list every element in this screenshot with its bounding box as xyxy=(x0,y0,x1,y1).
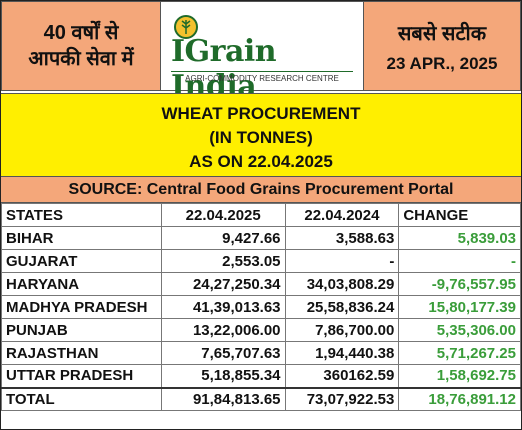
change-cell: 1,58,692.75 xyxy=(398,364,521,388)
state-cell: PUNJAB xyxy=(1,318,162,342)
value-2025-cell: 41,39,013.63 xyxy=(160,295,286,319)
change-cell: - xyxy=(398,249,521,273)
total-change: 18,76,891.12 xyxy=(398,386,521,411)
title-line-3: AS ON 22.04.2025 xyxy=(189,152,333,171)
table-row: RAJASTHAN 7,65,707.63 1,94,440.38 5,71,2… xyxy=(1,341,521,365)
state-cell: BIHAR xyxy=(1,226,162,250)
title-line-2: (IN TONNES) xyxy=(209,128,313,147)
total-row: TOTAL 91,84,813.65 73,07,922.53 18,76,89… xyxy=(1,386,521,411)
table-header-row: STATES 22.04.2025 22.04.2024 CHANGE xyxy=(1,203,521,227)
value-2024-cell: 25,58,836.24 xyxy=(284,295,400,319)
value-2025-cell: 5,18,855.34 xyxy=(160,364,286,388)
state-cell: UTTAR PRADESH xyxy=(1,364,162,388)
title-band: WHEAT PROCUREMENT (IN TONNES) AS ON 22.0… xyxy=(1,93,521,177)
value-2024-cell: 34,03,808.29 xyxy=(284,272,400,296)
experience-line-2: आपकी सेवा में xyxy=(28,48,134,70)
state-cell: HARYANA xyxy=(1,272,162,296)
header: 40 वर्षों से आपकी सेवा में IGrain India … xyxy=(1,1,521,104)
table-row: MADHYA PRADESH 41,39,013.63 25,58,836.24… xyxy=(1,295,521,319)
date-badge: सबसे सटीक 23 APR., 2025 xyxy=(363,1,521,91)
change-cell: 5,71,267.25 xyxy=(398,341,521,365)
logo: IGrain India AGRI-COMMODITY RESEARCH CEN… xyxy=(161,1,363,104)
change-cell: 5,839.03 xyxy=(398,226,521,250)
col-header-2025: 22.04.2025 xyxy=(160,203,286,227)
state-cell: GUJARAT xyxy=(1,249,162,273)
value-2025-cell: 24,27,250.34 xyxy=(160,272,286,296)
value-2025-cell: 2,553.05 xyxy=(160,249,286,273)
total-2025: 91,84,813.65 xyxy=(160,386,286,411)
col-header-states: STATES xyxy=(1,203,162,227)
state-cell: RAJASTHAN xyxy=(1,341,162,365)
value-2025-cell: 9,427.66 xyxy=(160,226,286,250)
table-row: GUJARAT 2,553.05 - - xyxy=(1,249,521,273)
value-2025-cell: 7,65,707.63 xyxy=(160,341,286,365)
total-label: TOTAL xyxy=(1,386,162,411)
title-line-1: WHEAT PROCUREMENT xyxy=(161,104,361,123)
change-cell: 5,35,306.00 xyxy=(398,318,521,342)
slogan: सबसे सटीक xyxy=(397,22,487,45)
experience-line-1: 40 वर्षों से xyxy=(43,22,119,44)
col-header-2024: 22.04.2024 xyxy=(284,203,400,227)
table-row: HARYANA 24,27,250.34 34,03,808.29 -9,76,… xyxy=(1,272,521,296)
table-row: BIHAR 9,427.66 3,588.63 5,839.03 xyxy=(1,226,521,250)
value-2024-cell: 1,94,440.38 xyxy=(284,341,400,365)
value-2024-cell: 7,86,700.00 xyxy=(284,318,400,342)
state-cell: MADHYA PRADESH xyxy=(1,295,162,319)
value-2025-cell: 13,22,006.00 xyxy=(160,318,286,342)
procurement-table: STATES 22.04.2025 22.04.2024 CHANGE BIHA… xyxy=(1,203,521,411)
experience-badge: 40 वर्षों से आपकी सेवा में xyxy=(1,1,161,91)
value-2024-cell: 360162.59 xyxy=(284,364,400,388)
grain-icon xyxy=(174,15,198,39)
total-2024: 73,07,922.53 xyxy=(284,386,400,411)
table-row: UTTAR PRADESH 5,18,855.34 360162.59 1,58… xyxy=(1,364,521,388)
change-cell: 15,80,177.39 xyxy=(398,295,521,319)
value-2024-cell: 3,588.63 xyxy=(284,226,400,250)
report-date: 23 APR., 2025 xyxy=(386,53,498,73)
change-cell: -9,76,557.95 xyxy=(398,272,521,296)
source-line: SOURCE: Central Food Grains Procurement … xyxy=(1,177,521,203)
value-2024-cell: - xyxy=(284,249,400,273)
table-row: PUNJAB 13,22,006.00 7,86,700.00 5,35,306… xyxy=(1,318,521,342)
col-header-change: CHANGE xyxy=(398,203,521,227)
logo-tagline: AGRI-COMMODITY RESEARCH CENTRE xyxy=(171,71,353,83)
